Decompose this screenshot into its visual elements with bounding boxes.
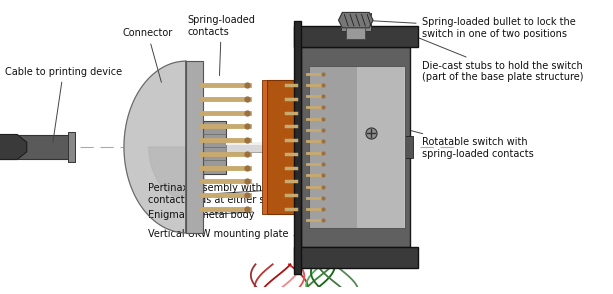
Bar [309,66,357,228]
Bar [346,26,365,39]
Bar [0,135,72,159]
Bar [405,136,413,158]
Bar [294,247,418,268]
Polygon shape [338,13,373,28]
Text: Connector: Connector [123,29,173,82]
Bar [186,61,203,233]
Bar [67,132,75,162]
Text: Spring-loaded bullet to lock the
switch in one of two positions: Spring-loaded bullet to lock the switch … [364,17,576,39]
Bar [340,14,371,31]
Text: Die-cast stubs to hold the switch
(part of the base plate structure): Die-cast stubs to hold the switch (part … [417,37,583,82]
Polygon shape [0,135,27,159]
Bar [302,47,410,247]
Text: Key: Key [265,83,283,159]
Bar [226,142,294,145]
Bar [267,80,294,214]
Text: Wires to Enigma-G lamp panel: Wires to Enigma-G lamp panel [0,293,1,294]
Text: Pertinax assembly with
contact pads at either side: Pertinax assembly with contact pads at e… [148,183,279,205]
Bar [309,66,405,228]
Text: Spring-loaded
contacts: Spring-loaded contacts [188,15,255,76]
Text: Cable to printing device: Cable to printing device [5,67,122,142]
Text: Vertical UKW mounting plate: Vertical UKW mounting plate [148,229,295,239]
Bar [294,26,418,47]
Bar [226,142,294,152]
Bar [294,21,302,274]
Bar [267,121,288,142]
Bar [309,66,405,228]
Polygon shape [124,61,186,233]
Bar [203,121,226,174]
Bar [262,80,267,214]
Text: Rotatable switch with
spring-loaded contacts: Rotatable switch with spring-loaded cont… [403,128,533,159]
Bar [357,66,405,228]
Polygon shape [149,147,205,198]
Bar [267,152,288,173]
Text: Enigma-G metal body: Enigma-G metal body [148,210,254,220]
Text: Wires to the Enigma-G keyboard: Wires to the Enigma-G keyboard [0,293,1,294]
